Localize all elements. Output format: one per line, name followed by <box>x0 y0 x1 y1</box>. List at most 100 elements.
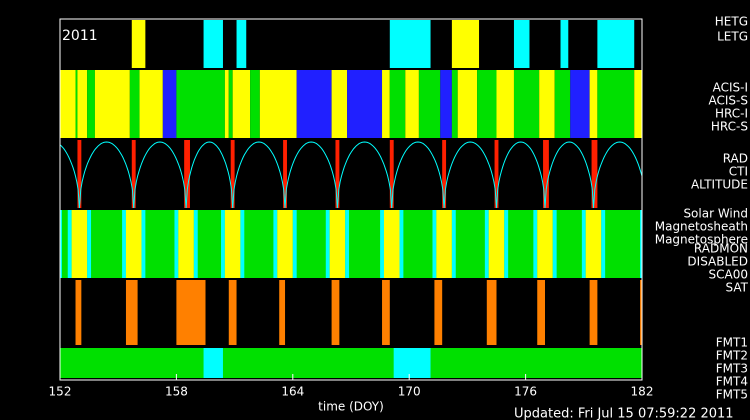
state-segment <box>537 210 553 278</box>
state-segment <box>178 210 194 278</box>
legend-entry: RAD <box>723 152 748 166</box>
plot-frame <box>59 18 643 381</box>
state-segment <box>232 70 251 138</box>
state-segment <box>174 210 179 278</box>
state-segment <box>533 210 538 278</box>
state-segment <box>597 20 635 68</box>
state-segment <box>634 70 642 138</box>
state-segment <box>60 210 62 278</box>
altitude-arc <box>336 141 393 209</box>
state-segment <box>94 70 130 138</box>
state-segment <box>585 210 602 278</box>
state-segment <box>570 70 590 138</box>
state-segment <box>383 210 400 278</box>
legend-entry: Solar Wind <box>683 207 748 221</box>
state-segment <box>122 210 126 278</box>
state-segment <box>125 280 138 345</box>
state-segment <box>601 210 606 278</box>
legend-entry: HRC-I <box>715 107 748 121</box>
state-segment <box>389 70 406 138</box>
state-segment <box>537 280 545 345</box>
legend-entry: ACIS-I <box>713 81 748 95</box>
state-segment <box>543 140 549 208</box>
state-segment <box>131 20 146 68</box>
state-segment <box>139 70 163 138</box>
state-segment <box>87 70 95 138</box>
state-segment <box>325 210 330 278</box>
state-segment <box>329 210 346 278</box>
state-segment <box>236 20 247 68</box>
state-segment <box>60 70 76 138</box>
state-segment <box>486 280 497 345</box>
state-segment <box>60 348 642 378</box>
state-segment <box>75 70 78 138</box>
state-segment <box>484 210 489 278</box>
state-segment <box>581 210 586 278</box>
state-segment <box>488 210 505 278</box>
state-segment <box>203 348 223 378</box>
state-segment <box>87 210 92 278</box>
x-tick-label: 152 <box>49 385 72 399</box>
state-segment <box>405 70 419 138</box>
state-segment <box>228 70 233 138</box>
legend-entry: SCA00 <box>709 268 748 282</box>
altitude-arc <box>496 141 546 209</box>
legend-entry: Magnetosheath <box>655 220 748 234</box>
state-segment <box>259 70 297 138</box>
state-segment <box>442 140 447 208</box>
state-segment <box>436 210 452 278</box>
legend-entry: FMT5 <box>716 388 748 402</box>
state-segment <box>591 140 598 208</box>
state-segment <box>640 210 642 278</box>
altitude-arc <box>593 141 642 209</box>
state-segment <box>250 70 260 138</box>
legend-entry: DISABLED <box>687 255 748 269</box>
state-segment <box>451 20 480 68</box>
state-segment <box>193 210 198 278</box>
state-segment <box>176 70 225 138</box>
state-segment <box>399 210 404 278</box>
state-segment <box>129 70 140 138</box>
state-segment <box>496 70 514 138</box>
state-segment <box>240 210 245 278</box>
x-tick-label: 170 <box>398 385 421 399</box>
state-segment <box>224 210 241 278</box>
state-segment <box>513 70 540 138</box>
legend-entry: HRC-S <box>711 120 748 134</box>
state-segment <box>640 280 642 345</box>
altitude-arc <box>443 141 497 209</box>
state-segment <box>554 70 571 138</box>
state-segment <box>331 280 340 345</box>
state-segment <box>451 70 458 138</box>
state-segment <box>77 140 82 208</box>
state-segment <box>277 210 293 278</box>
state-segment <box>125 210 142 278</box>
state-segment <box>477 70 497 138</box>
altitude-arc <box>391 141 445 209</box>
legend-entry: RADMON <box>694 242 748 256</box>
state-segment <box>75 280 82 345</box>
state-segment <box>228 280 237 345</box>
x-tick-label: 164 <box>281 385 304 399</box>
altitude-arc <box>232 141 286 209</box>
legend-entry: CTI <box>729 165 748 179</box>
state-segment <box>283 140 287 208</box>
state-segment <box>203 20 223 68</box>
legend-entry: ALTITUDE <box>691 178 748 192</box>
state-segment <box>539 70 555 138</box>
state-segment <box>71 210 88 278</box>
state-segment <box>552 210 557 278</box>
state-segment <box>345 210 350 278</box>
state-segment <box>184 140 190 208</box>
legend-entry: FMT2 <box>716 349 748 363</box>
year-label: 2011 <box>62 28 98 44</box>
state-segment <box>273 210 278 278</box>
altitude-arc <box>185 141 234 209</box>
x-tick-label: 182 <box>631 385 654 399</box>
state-segment <box>221 210 225 278</box>
legend-entry: FMT3 <box>716 362 748 376</box>
state-segment <box>393 348 431 378</box>
state-segment <box>176 280 206 345</box>
state-segment <box>380 210 384 278</box>
